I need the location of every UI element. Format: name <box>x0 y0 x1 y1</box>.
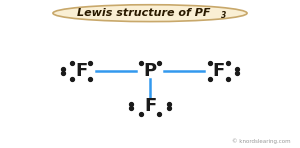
Text: F: F <box>213 62 225 80</box>
Ellipse shape <box>53 5 247 22</box>
Text: © knordslearing.com: © knordslearing.com <box>232 139 290 144</box>
Text: F: F <box>144 97 156 115</box>
Text: 3: 3 <box>221 11 227 20</box>
Text: F: F <box>75 62 87 80</box>
Text: P: P <box>143 62 157 80</box>
Text: Lewis structure of PF: Lewis structure of PF <box>77 8 211 18</box>
